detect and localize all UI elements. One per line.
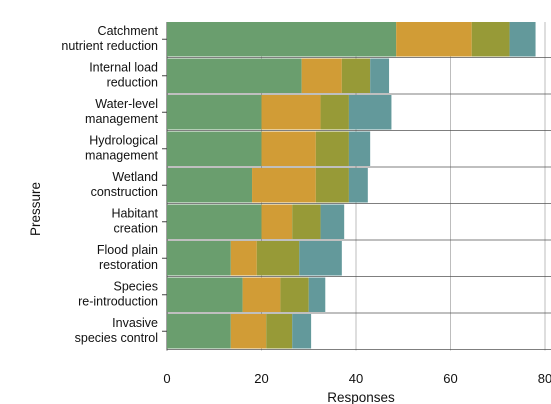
y-axis-label: Pressure xyxy=(28,182,43,236)
category-label: Flood plain restoration xyxy=(97,243,158,272)
bar-segment xyxy=(167,241,231,276)
category-label: Catchment nutrient reduction xyxy=(61,24,158,53)
bar-segment xyxy=(308,277,326,312)
bar-segment xyxy=(167,168,253,203)
bar-segment xyxy=(348,168,368,203)
bar-segment xyxy=(256,241,300,276)
x-tick-label: 60 xyxy=(443,371,457,386)
x-tick-label: 20 xyxy=(254,371,268,386)
bar-segment xyxy=(348,131,371,166)
bar-segment xyxy=(266,314,293,349)
bar-segment xyxy=(348,95,392,130)
category-labels: Catchment nutrient reduction Internal load… xyxy=(61,24,167,345)
bar-segment xyxy=(242,277,281,312)
bar-segment xyxy=(301,58,342,93)
bar-segment xyxy=(167,204,262,239)
bar-segment xyxy=(280,277,309,312)
bar-segment xyxy=(509,22,536,57)
bar-segment xyxy=(167,95,262,130)
bar-segment xyxy=(167,58,302,93)
bar-segment xyxy=(315,131,349,166)
bar-segment xyxy=(292,204,321,239)
category-label: Wetland construction xyxy=(91,170,158,199)
bar-segment xyxy=(261,204,293,239)
category-label: Water-level management xyxy=(85,97,158,126)
bar-segment xyxy=(320,95,349,130)
category-label: Hydrological management xyxy=(85,134,158,163)
bar-segment xyxy=(315,168,349,203)
x-tick-label: 40 xyxy=(349,371,363,386)
bar-segment xyxy=(341,58,371,93)
bar-segment xyxy=(167,277,243,312)
x-tick-label: 0 xyxy=(163,371,170,386)
category-label: Species re-introduction xyxy=(78,280,158,309)
bar-segment xyxy=(252,168,316,203)
bars xyxy=(167,22,551,350)
bar-segment xyxy=(230,241,257,276)
bar-segment xyxy=(167,22,397,57)
bar-segment xyxy=(261,95,321,130)
x-axis-label: Responses xyxy=(327,390,395,404)
bar-segment xyxy=(167,131,262,166)
bar-segment xyxy=(261,131,316,166)
bar-segment xyxy=(471,22,510,57)
bar-segment xyxy=(299,241,342,276)
bar-segment xyxy=(396,22,472,57)
x-tick-labels: 0 20 40 60 80 xyxy=(163,371,551,386)
bar-segment xyxy=(292,314,312,349)
category-label: Invasive species control xyxy=(75,316,158,345)
category-label: Internal load reduction xyxy=(89,61,158,90)
x-tick-label: 80 xyxy=(538,371,551,386)
bar-segment xyxy=(230,314,267,349)
bar-segment xyxy=(320,204,345,239)
bar-segment xyxy=(167,314,231,349)
bar-segment xyxy=(370,58,390,93)
category-label: Habitant creation xyxy=(111,207,158,236)
